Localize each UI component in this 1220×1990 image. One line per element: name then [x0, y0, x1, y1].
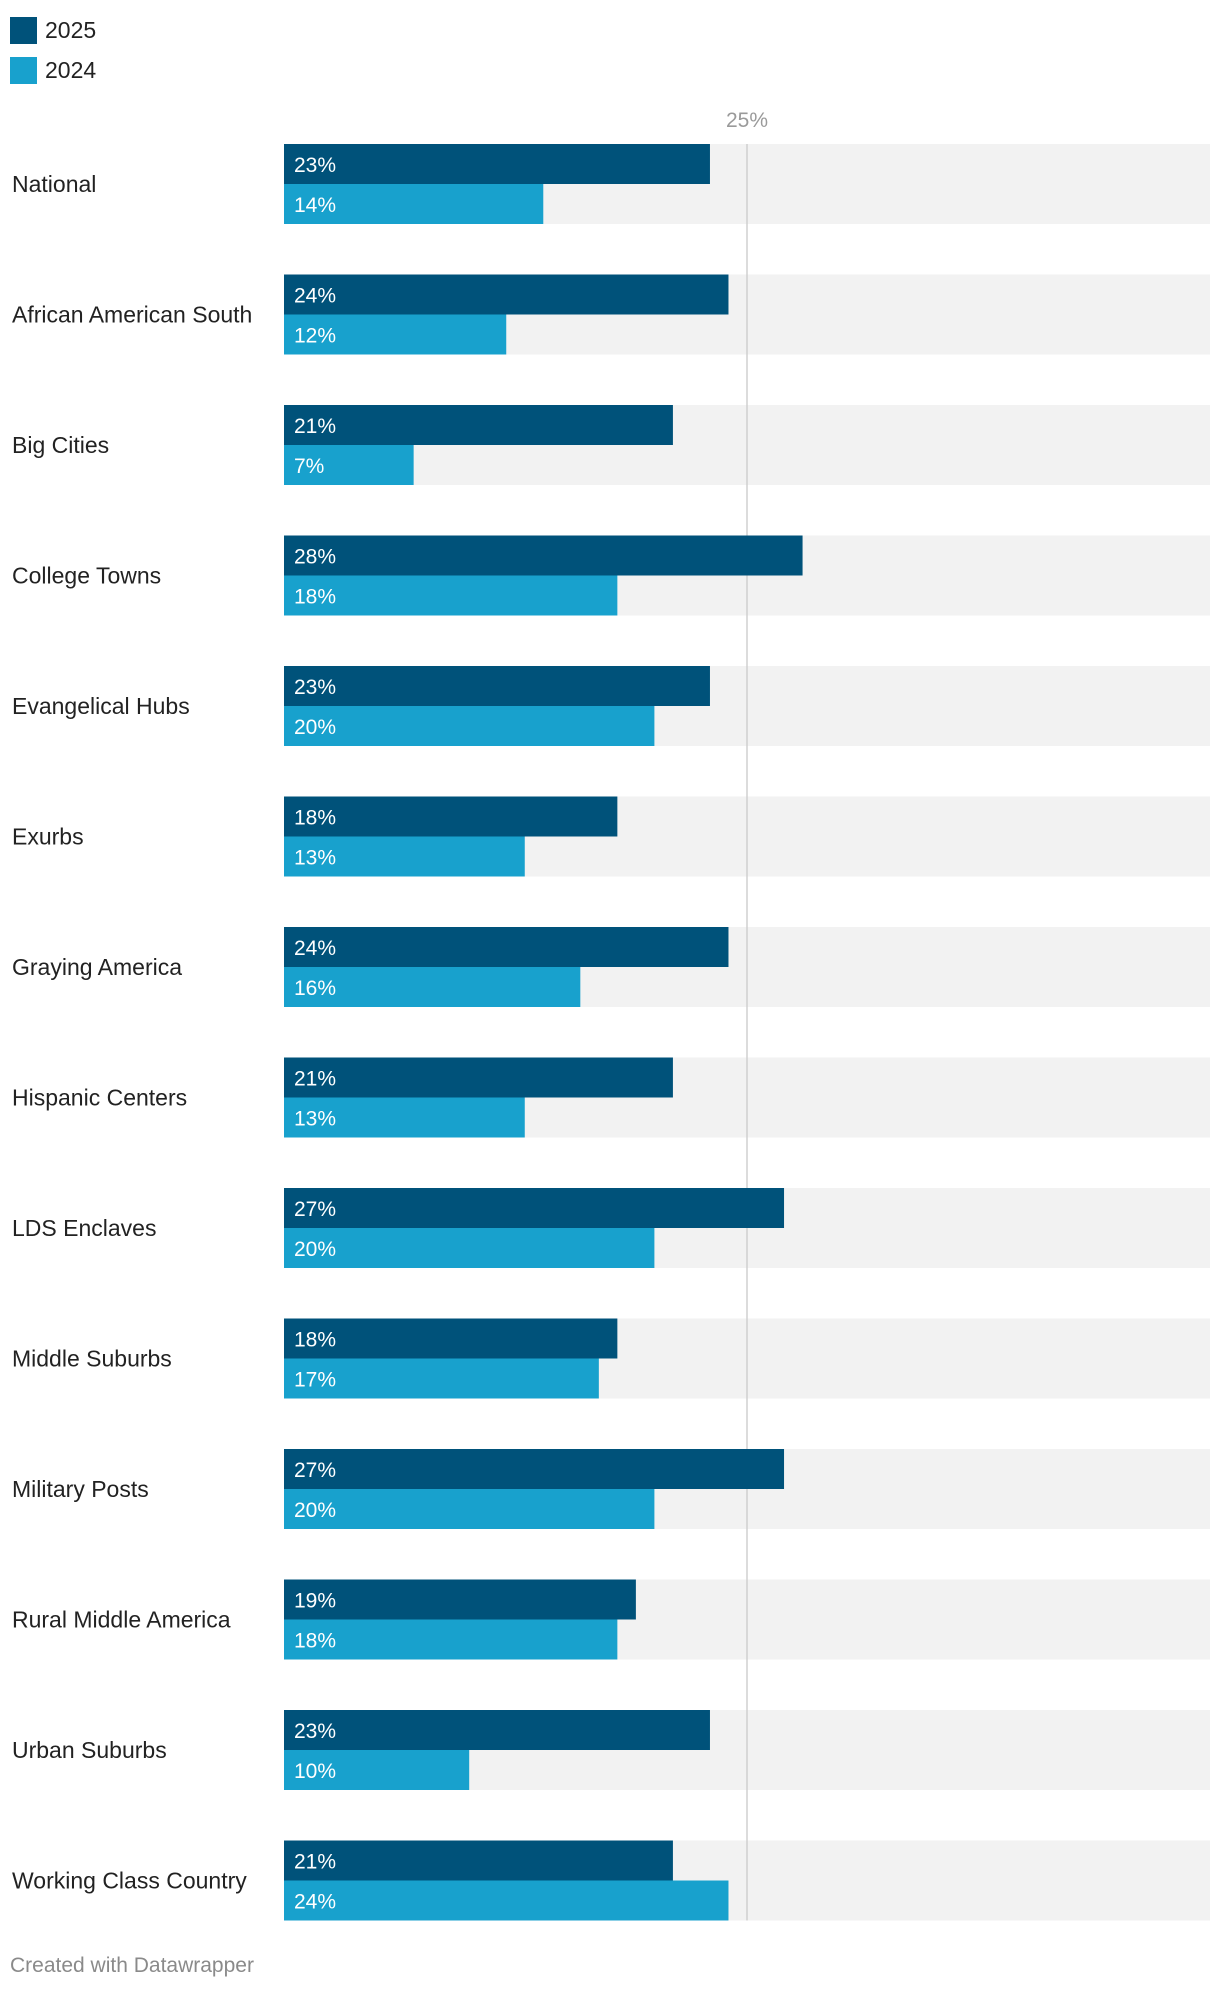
value-label-national-2024: 14%: [294, 194, 336, 217]
category-label-military-posts: Military Posts: [12, 1476, 149, 1502]
bar-exurbs-2025: [284, 796, 618, 837]
bar-graying-america-2024: [284, 967, 581, 1007]
bar-evangelical-hubs-2025: [284, 666, 710, 706]
value-label-african-american-south-2025: 24%: [294, 285, 336, 308]
value-label-lds-enclaves-2025: 27%: [294, 1198, 336, 1221]
legend: 2025 2024: [10, 10, 96, 90]
category-label-middle-suburbs: Middle Suburbs: [12, 1346, 172, 1372]
category-label-college-towns: College Towns: [12, 563, 161, 589]
value-label-hispanic-centers-2024: 13%: [294, 1108, 336, 1131]
value-label-exurbs-2025: 18%: [294, 807, 336, 830]
bar-rural-middle-america-2024: [284, 1619, 618, 1660]
value-label-exurbs-2024: 13%: [294, 847, 336, 870]
value-label-hispanic-centers-2025: 21%: [294, 1068, 336, 1091]
value-label-working-class-country-2025: 21%: [294, 1851, 336, 1874]
value-label-big-cities-2024: 7%: [294, 455, 324, 478]
bar-big-cities-2024: [284, 445, 414, 485]
bar-working-class-country-2025: [284, 1840, 673, 1881]
value-label-graying-america-2025: 24%: [294, 937, 336, 960]
category-label-evangelical-hubs: Evangelical Hubs: [12, 693, 190, 719]
bar-hispanic-centers-2024: [284, 1097, 525, 1138]
legend-swatch-2024: [10, 56, 37, 84]
bar-military-posts-2024: [284, 1489, 655, 1529]
category-label-graying-america: Graying America: [12, 954, 182, 980]
value-label-rural-middle-america-2025: 19%: [294, 1590, 336, 1613]
value-label-military-posts-2024: 20%: [294, 1499, 336, 1522]
legend-label-2024: 2024: [45, 56, 97, 83]
value-label-working-class-country-2024: 24%: [294, 1891, 336, 1914]
footer-credit: Created with Datawrapper: [10, 1954, 254, 1977]
value-label-african-american-south-2024: 12%: [294, 325, 336, 348]
category-label-lds-enclaves: LDS Enclaves: [12, 1215, 156, 1241]
category-label-rural-middle-america: Rural Middle America: [12, 1607, 231, 1633]
bar-african-american-south-2024: [284, 314, 507, 355]
bar-exurbs-2024: [284, 836, 525, 877]
category-label-exurbs: Exurbs: [12, 824, 84, 850]
legend-item-2025: 2025: [10, 10, 96, 50]
bar-college-towns-2024: [284, 575, 618, 616]
category-label-urban-suburbs: Urban Suburbs: [12, 1737, 167, 1763]
legend-label-2025: 2025: [45, 16, 97, 43]
value-label-military-posts-2025: 27%: [294, 1459, 336, 1482]
bar-working-class-country-2024: [284, 1880, 729, 1921]
value-label-national-2025: 23%: [294, 154, 336, 177]
value-label-college-towns-2025: 28%: [294, 546, 336, 569]
value-label-evangelical-hubs-2025: 23%: [294, 676, 336, 699]
bar-national-2024: [284, 184, 544, 224]
category-label-hispanic-centers: Hispanic Centers: [12, 1085, 187, 1111]
value-label-middle-suburbs-2025: 18%: [294, 1329, 336, 1352]
value-label-middle-suburbs-2024: 17%: [294, 1369, 336, 1392]
value-label-urban-suburbs-2025: 23%: [294, 1720, 336, 1743]
category-label-big-cities: Big Cities: [12, 432, 109, 458]
legend-swatch-2025: [10, 16, 37, 44]
value-label-graying-america-2024: 16%: [294, 977, 336, 1000]
category-label-african-american-south: African American South: [12, 302, 252, 328]
reference-line-label: 25%: [726, 109, 768, 132]
bar-rural-middle-america-2025: [284, 1579, 636, 1620]
value-label-college-towns-2024: 18%: [294, 586, 336, 609]
bar-hispanic-centers-2025: [284, 1057, 673, 1098]
legend-item-2024: 2024: [10, 50, 96, 90]
bar-middle-suburbs-2025: [284, 1318, 618, 1359]
bar-lds-enclaves-2025: [284, 1188, 785, 1228]
bar-national-2025: [284, 144, 710, 184]
category-label-national: National: [12, 171, 96, 197]
bar-big-cities-2025: [284, 405, 673, 445]
value-label-evangelical-hubs-2024: 20%: [294, 716, 336, 739]
bar-lds-enclaves-2024: [284, 1228, 655, 1268]
value-label-urban-suburbs-2024: 10%: [294, 1760, 336, 1783]
bar-chart: National African American South Big Cities…: [12, 109, 1210, 1921]
bar-graying-america-2025: [284, 927, 729, 967]
bar-urban-suburbs-2024: [284, 1750, 470, 1790]
value-label-rural-middle-america-2024: 18%: [294, 1630, 336, 1653]
value-label-lds-enclaves-2024: 20%: [294, 1238, 336, 1261]
bar-urban-suburbs-2025: [284, 1710, 710, 1750]
value-label-big-cities-2025: 21%: [294, 415, 336, 438]
bar-college-towns-2025: [284, 535, 803, 576]
bar-military-posts-2025: [284, 1449, 785, 1489]
bar-evangelical-hubs-2024: [284, 706, 655, 746]
bar-african-american-south-2025: [284, 274, 729, 315]
category-label-working-class-country: Working Class Country: [12, 1868, 247, 1894]
bar-middle-suburbs-2024: [284, 1358, 599, 1399]
